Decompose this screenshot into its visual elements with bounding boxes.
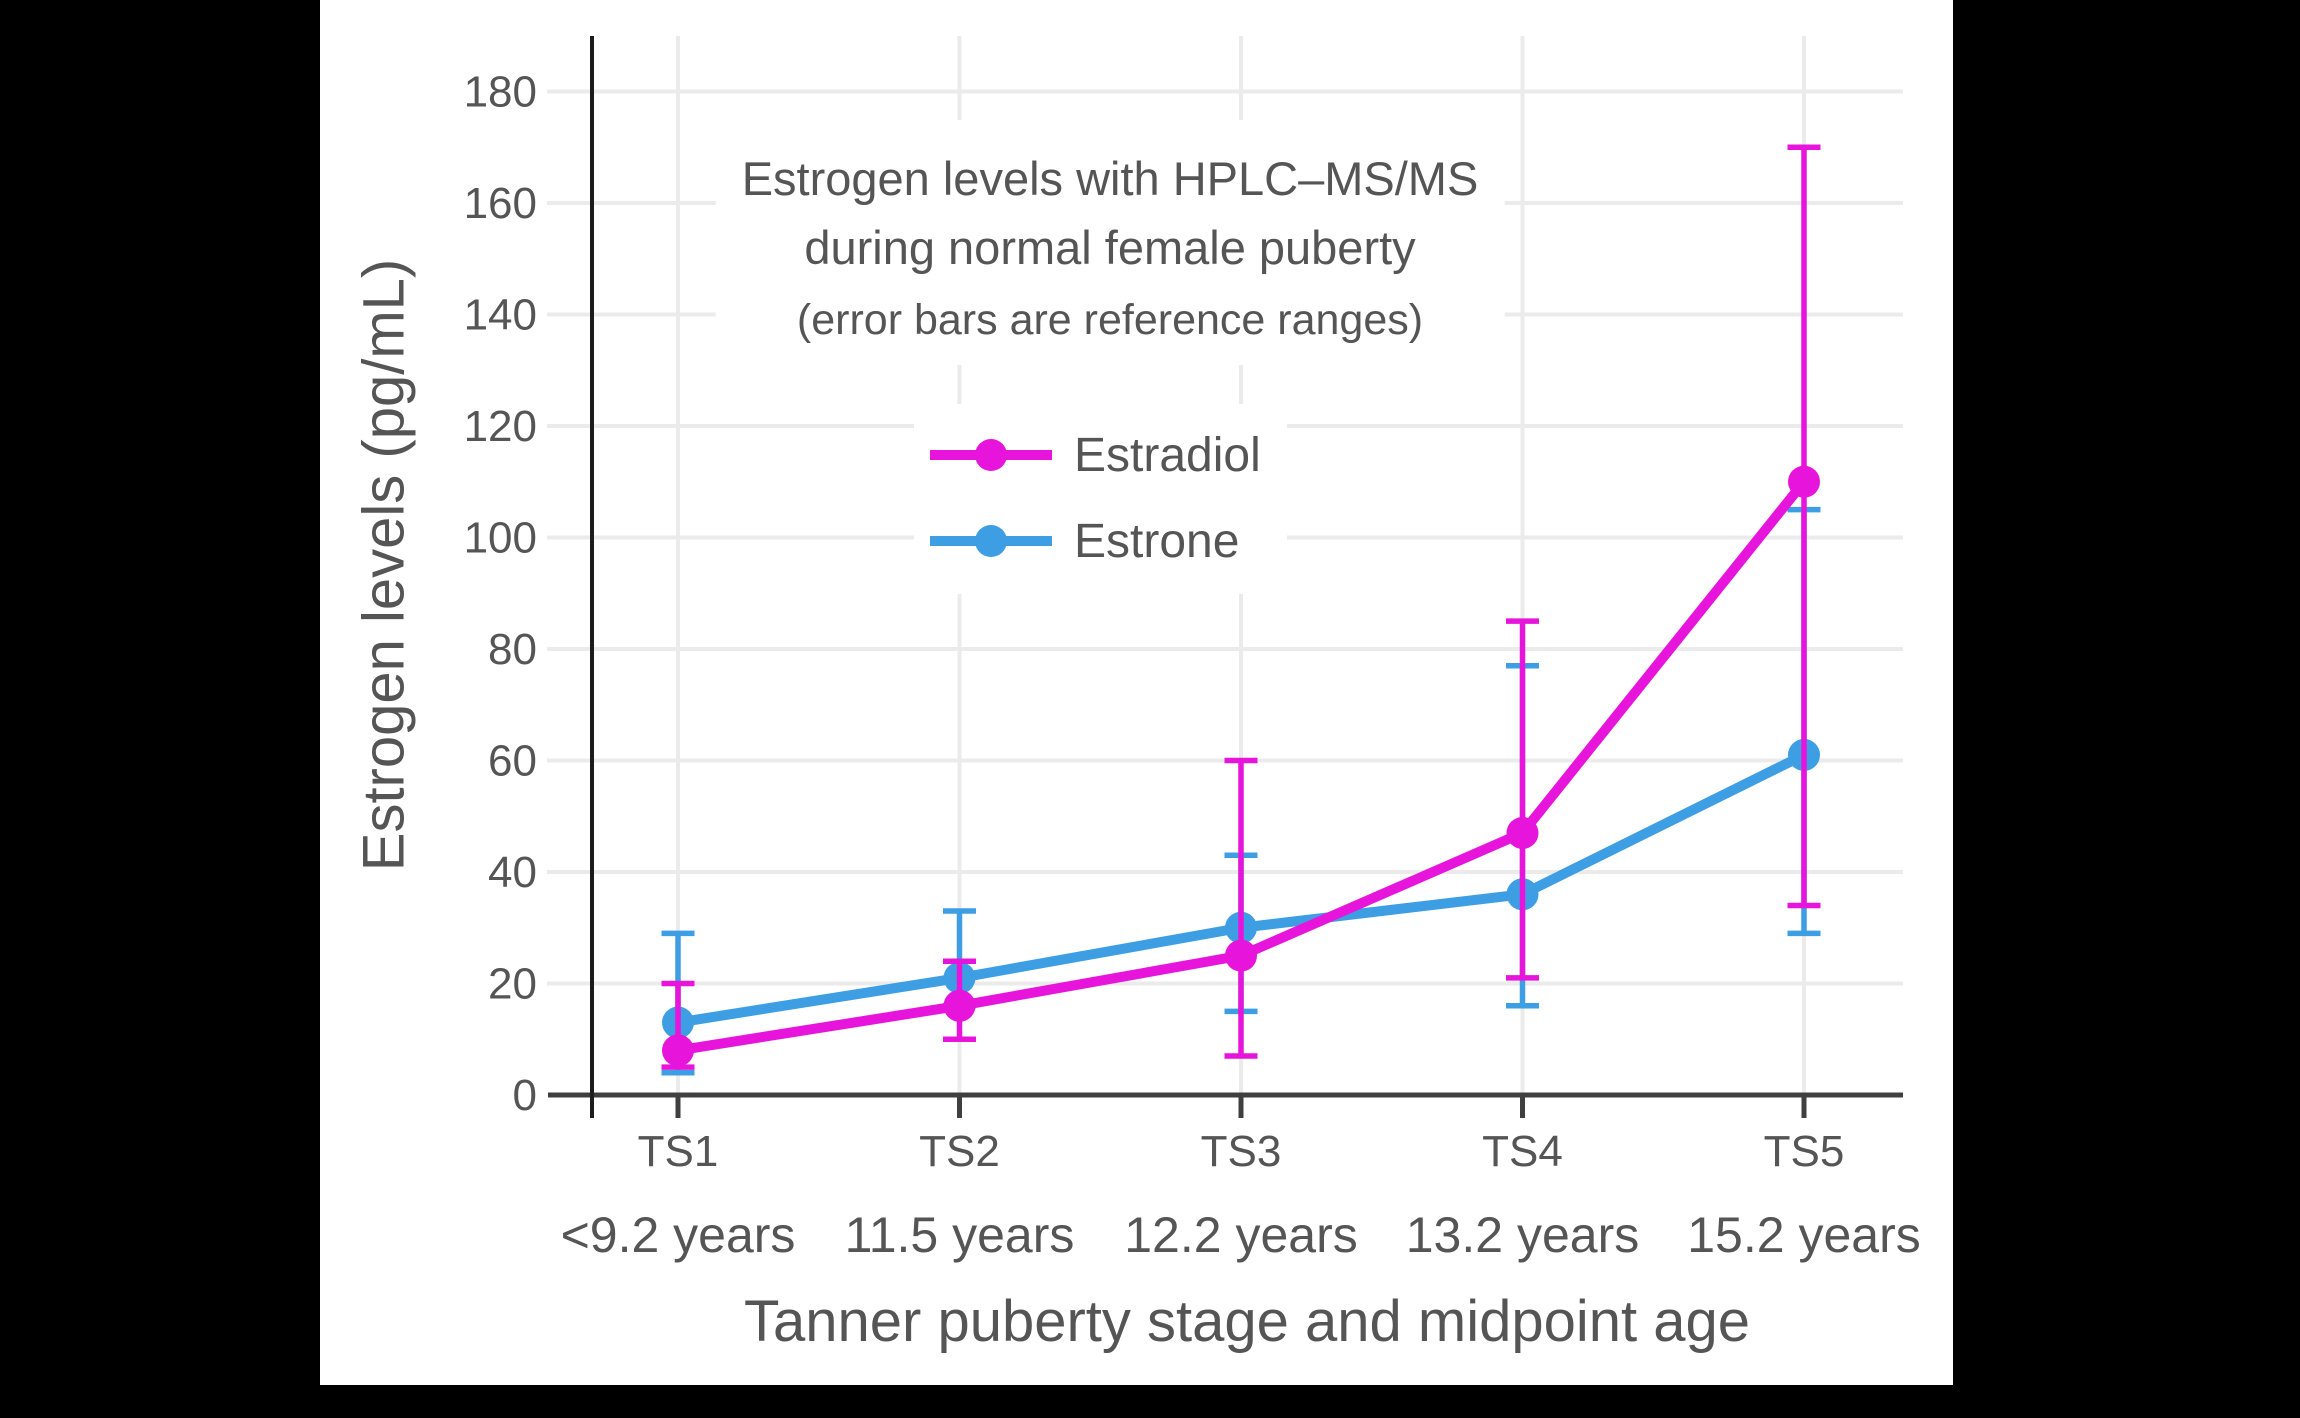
x-tick-label-age: 11.5 years — [845, 1207, 1075, 1263]
legend-item: Estrone — [930, 498, 1261, 584]
legend-label: Estrone — [1074, 514, 1240, 568]
x-tick-label-stage: TS2 — [919, 1127, 1000, 1176]
x-tick-label-stage: TS3 — [1201, 1127, 1282, 1176]
y-tick-label: 20 — [488, 960, 537, 1009]
data-point-marker — [1506, 816, 1539, 849]
x-tick-label-stage: TS4 — [1482, 1127, 1563, 1176]
chart-title-line2: during normal female puberty — [804, 221, 1416, 274]
series-estradiol — [661, 144, 1821, 1070]
x-tick-labels: TS1 <9.2 years TS2 11.5 years TS3 12.2 years T… — [561, 1127, 1921, 1263]
x-tick-label-age: 12.2 years — [1124, 1207, 1357, 1263]
legend-swatch-icon — [930, 439, 1052, 471]
chart-canvas: 0 20 40 60 80 100 120 140 160 180 TS1 <9.2 years TS2… — [320, 0, 1953, 1385]
y-tick-label: 60 — [488, 737, 537, 786]
data-point-marker — [1225, 939, 1257, 972]
x-axis-title: Tanner puberty stage and midpoint age — [743, 1289, 1751, 1354]
x-tick-label-stage: TS1 — [638, 1127, 719, 1176]
data-point-marker — [1788, 465, 1820, 498]
chart-title-block: Estrogen levels with HPLC–MS/MS during n… — [715, 120, 1505, 365]
y-axis-title: Estrogen levels (pg/mL) — [351, 258, 417, 872]
x-tick-label-age: <9.2 years — [561, 1207, 796, 1263]
x-tick-label-stage: TS5 — [1764, 1127, 1845, 1176]
chart-subtitle: (error bars are reference ranges) — [796, 296, 1424, 344]
y-tick-label: 140 — [464, 291, 537, 340]
x-tick-label-age: 15.2 years — [1687, 1207, 1920, 1263]
y-tick-label: 0 — [513, 1071, 537, 1120]
y-tick-label: 40 — [488, 848, 537, 897]
legend-label: Estradiol — [1074, 428, 1261, 482]
y-tick-label: 100 — [464, 514, 537, 563]
legend: Estradiol Estrone — [914, 404, 1287, 594]
data-point-marker — [662, 1034, 694, 1067]
data-point-marker — [943, 989, 976, 1022]
y-tick-label: 180 — [464, 68, 537, 117]
x-tick-label-age: 13.2 years — [1406, 1207, 1639, 1263]
y-tick-label: 80 — [488, 625, 537, 674]
y-tick-label: 120 — [464, 402, 537, 451]
y-tick-labels: 0 20 40 60 80 100 120 140 160 180 — [464, 68, 537, 1121]
plot-area: 0 20 40 60 80 100 120 140 160 180 TS1 <9.2 years TS2… — [464, 36, 1921, 1263]
y-tick-label: 160 — [464, 179, 537, 228]
legend-item: Estradiol — [930, 412, 1261, 498]
legend-swatch-icon — [930, 525, 1052, 557]
chart-title-line1: Estrogen levels with HPLC–MS/MS — [741, 152, 1479, 205]
axes — [548, 36, 1903, 1118]
